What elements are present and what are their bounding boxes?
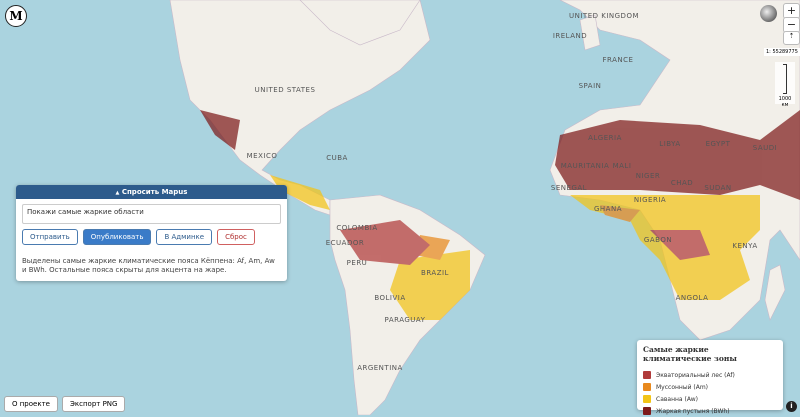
response-text: Выделены самые жаркие климатические пояс… xyxy=(22,257,275,274)
map-label: SAUDI xyxy=(753,144,777,152)
query-input[interactable]: Покажи самые жаркие области xyxy=(22,204,281,224)
scale-bar: 1000 км xyxy=(775,62,795,108)
map-label: KENYA xyxy=(732,242,757,250)
info-button[interactable]: i xyxy=(786,401,797,412)
legend-label: Муссонный (Am) xyxy=(656,383,709,391)
map-label: ANGOLA xyxy=(676,294,709,302)
climate-zone xyxy=(340,220,430,265)
globe-button[interactable] xyxy=(760,5,777,22)
climate-zone xyxy=(200,110,240,150)
panel-title: Спросить Mapus xyxy=(121,188,188,196)
about-button[interactable]: О проекте xyxy=(4,396,58,412)
map-label: NIGER xyxy=(636,172,661,180)
legend-swatch xyxy=(643,383,651,391)
greenland xyxy=(299,0,421,46)
map-label: UNITED KINGDOM xyxy=(569,12,639,20)
map-label: PARAGUAY xyxy=(385,316,426,324)
admin-button[interactable]: В Админке xyxy=(156,229,213,245)
map-label: GABON xyxy=(644,236,672,244)
publish-button[interactable]: Опубликовать xyxy=(82,229,152,245)
legend-item: Саванна (Aw) xyxy=(643,393,777,405)
map-label: BRAZIL xyxy=(421,269,449,277)
madagascar xyxy=(764,264,786,321)
climate-zone xyxy=(650,230,710,260)
climate-zone xyxy=(390,250,470,320)
button-row: Отправить Опубликовать В Админке Сброс xyxy=(22,229,281,245)
logo[interactable]: M xyxy=(5,5,27,27)
map-label: COLOMBIA xyxy=(336,224,377,232)
legend-swatch xyxy=(643,407,651,415)
scale-bar-label: 1000 км xyxy=(778,96,792,108)
legend-title: Самые жаркие климатические зоны xyxy=(643,345,737,363)
map-label: ARGENTINA xyxy=(357,364,403,372)
map-label: SUDAN xyxy=(704,184,731,192)
map-label: UNITED STATES xyxy=(255,86,316,94)
climate-zone xyxy=(570,195,760,300)
panel-header[interactable]: ▲ Спросить Mapus xyxy=(16,185,287,199)
legend-item: Экваториальный лес (Af) xyxy=(643,369,777,381)
map-label: FRANCE xyxy=(603,56,634,64)
map-label: NIGERIA xyxy=(634,196,666,204)
export-button[interactable]: Экспорт PNG xyxy=(62,396,126,412)
legend-swatch xyxy=(643,395,651,403)
map-label: IRELAND xyxy=(553,32,587,40)
map-label: SPAIN xyxy=(579,82,602,90)
climate-zone xyxy=(600,205,640,222)
legend-item: Жаркая пустыня (BWh) xyxy=(643,405,777,417)
map-label: BOLIVIA xyxy=(374,294,405,302)
map-label: EGYPT xyxy=(706,140,731,148)
climate-zone xyxy=(270,175,330,210)
legend-label: Саванна (Aw) xyxy=(656,395,698,403)
map-label: SENEGAL xyxy=(551,184,587,192)
map-label: MALI xyxy=(613,162,632,170)
legend-label: Жаркая пустыня (BWh) xyxy=(656,407,730,415)
legend: Самые жаркие климатические зоны Экватори… xyxy=(637,340,783,415)
map-label: LIBYA xyxy=(659,140,680,148)
climate-zone xyxy=(555,110,800,200)
map-label: GHANA xyxy=(594,205,622,213)
map-label: ALGERIA xyxy=(588,134,622,142)
map-label: MEXICO xyxy=(247,152,278,160)
send-button[interactable]: Отправить xyxy=(22,229,78,245)
scale-ratio: 1: 55289775 xyxy=(764,48,800,56)
legend-label: Экваториальный лес (Af) xyxy=(656,371,735,379)
map-label: PERU xyxy=(347,259,368,267)
chat-panel: ▲ Спросить Mapus Покажи самые жаркие обл… xyxy=(16,185,287,281)
uk xyxy=(579,14,601,51)
map-label: ECUADOR xyxy=(326,239,365,247)
reset-button[interactable]: Сброс xyxy=(217,229,255,245)
map-label: MAURITANIA xyxy=(561,162,610,170)
toggle-icon[interactable]: ▲ xyxy=(115,190,120,196)
legend-swatch xyxy=(643,371,651,379)
map-label: CHAD xyxy=(671,179,693,187)
map-label: CUBA xyxy=(326,154,348,162)
legend-item: Муссонный (Am) xyxy=(643,381,777,393)
compass[interactable]: ⇡ xyxy=(783,31,800,45)
